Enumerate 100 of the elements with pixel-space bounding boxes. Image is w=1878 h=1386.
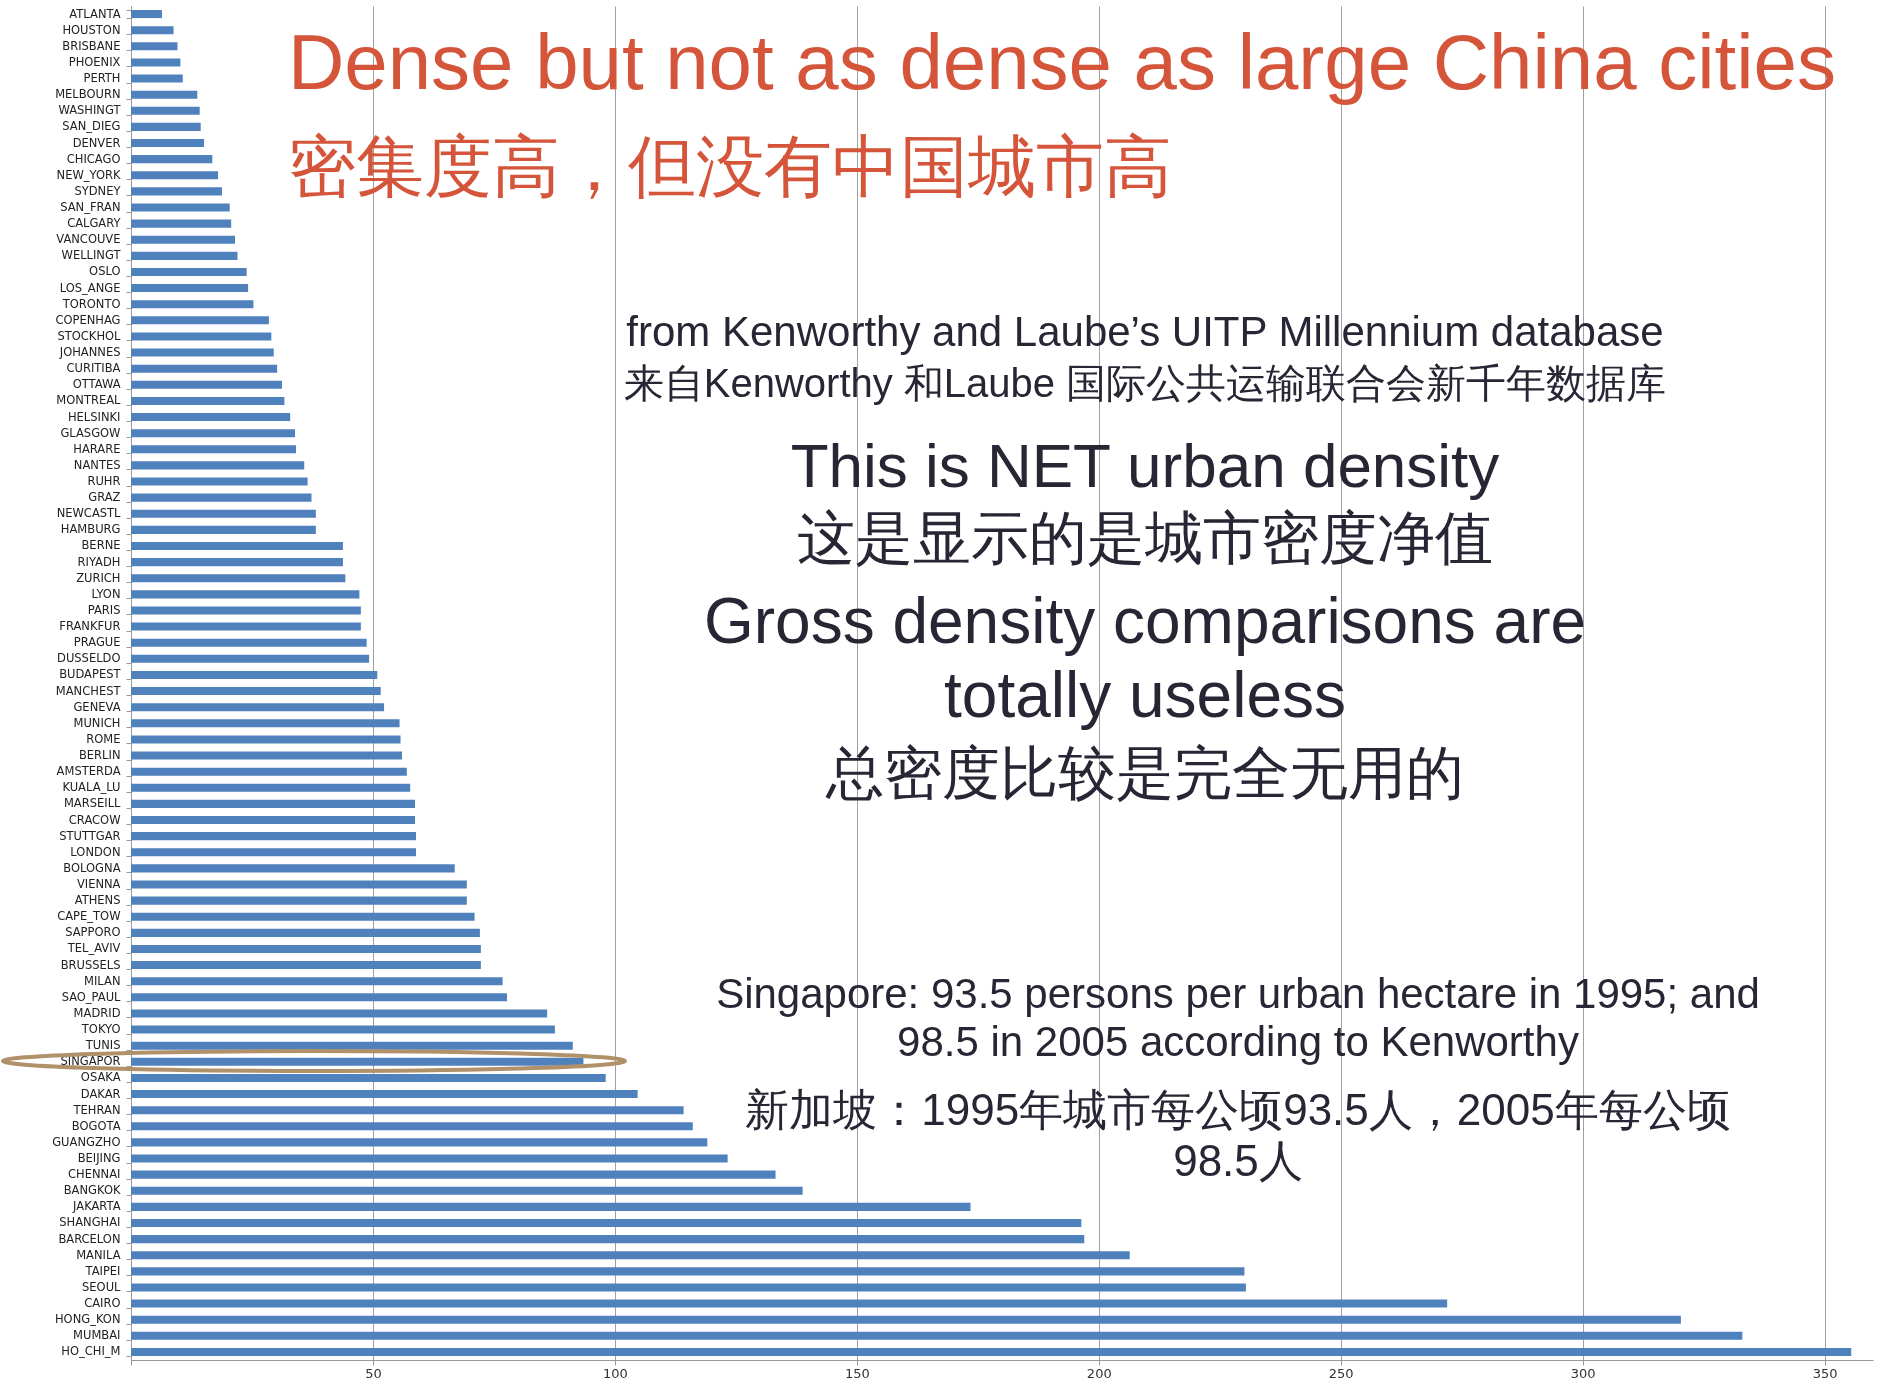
bar — [131, 1106, 684, 1115]
y-tick-label: COPENHAG — [55, 312, 121, 327]
bar — [131, 1025, 555, 1034]
y-tick-label: CAIRO — [84, 1296, 121, 1311]
y-tick-label: CHICAGO — [66, 151, 121, 166]
y-tick-label: BERLIN — [78, 748, 121, 763]
bar — [131, 10, 162, 19]
y-tick-label: MANILA — [76, 1247, 121, 1262]
bar — [131, 896, 467, 905]
y-tick-label: TUNIS — [84, 1038, 121, 1053]
y-tick-label: NEWCASTL — [56, 506, 122, 521]
y-tick-label: BERNE — [81, 538, 121, 553]
y-tick-label: CURITIBA — [66, 361, 121, 376]
bar — [131, 1138, 708, 1147]
y-tick-label: LYON — [91, 586, 121, 601]
y-tick-label: PRAGUE — [73, 635, 121, 650]
bar — [131, 316, 269, 325]
y-tick-label: ZURICH — [76, 570, 121, 585]
bar — [131, 74, 183, 83]
y-tick-label: HONG_KON — [54, 1312, 121, 1327]
y-tick-label: PARIS — [87, 602, 121, 617]
bar — [131, 799, 416, 808]
y-tick-label: CHENNAI — [68, 1167, 121, 1182]
annotation: 来自Kenworthy 和Laube 国际公共运输联合会新千年数据库 — [622, 360, 1668, 406]
x-tick-label: 250 — [1328, 1365, 1354, 1381]
y-tick-label: MILAN — [84, 973, 121, 988]
bar — [131, 654, 370, 663]
y-tick-label: TEHRAN — [72, 1102, 121, 1117]
bar — [131, 348, 274, 357]
y-tick-label: MADRID — [73, 1005, 121, 1020]
bar — [131, 429, 296, 438]
x-tick-label: 50 — [365, 1365, 382, 1381]
bar — [131, 1202, 971, 1211]
y-tick-label: VIENNA — [76, 876, 121, 891]
y-tick-label: DENVER — [72, 135, 121, 150]
bar — [131, 461, 305, 470]
y-tick-label: BOGOTA — [71, 1118, 121, 1133]
y-tick-label: LONDON — [70, 844, 121, 859]
bar — [131, 332, 272, 341]
bar — [131, 380, 282, 389]
y-tick-label: HARARE — [73, 441, 121, 456]
bar — [131, 1299, 1448, 1308]
bar — [131, 848, 417, 857]
bar — [131, 928, 480, 937]
y-tick-label: BRUSSELS — [60, 957, 121, 972]
y-tick-label: SAPPORO — [65, 925, 121, 940]
chart-title: Dense but not as dense as large China cities — [288, 18, 1836, 108]
bar — [131, 783, 411, 792]
bar — [131, 26, 174, 35]
bar — [131, 1347, 1852, 1356]
bar — [131, 638, 367, 647]
y-tick-label: BEIJING — [77, 1151, 121, 1166]
bar — [131, 606, 361, 615]
bar — [131, 219, 232, 228]
y-tick-label: SAN_DIEG — [62, 119, 121, 134]
y-tick-label: SYDNEY — [74, 183, 122, 198]
bar — [131, 1122, 693, 1131]
bar — [131, 203, 230, 212]
annotation: 总密度比较是完全无用的 — [824, 740, 1465, 807]
y-tick-label: CAPE_TOW — [57, 909, 121, 924]
bar — [131, 1154, 728, 1163]
bar — [131, 90, 198, 99]
bar — [131, 977, 503, 986]
y-tick-label: ROME — [86, 731, 121, 746]
bar — [131, 1090, 638, 1099]
y-tick-label: BOLOGNA — [63, 860, 121, 875]
bar — [131, 445, 297, 454]
bar — [131, 122, 201, 131]
annotation: 新加坡：1995年城市每公顷93.5人，2005年每公顷98.5人 — [744, 1085, 1732, 1187]
x-tick-label: 350 — [1812, 1365, 1838, 1381]
bar — [131, 880, 467, 889]
bar — [131, 284, 249, 293]
bar — [131, 477, 308, 486]
y-tick-label: MELBOURN — [55, 87, 121, 102]
y-tick-label: NEW_YORK — [56, 167, 121, 182]
bar — [131, 58, 181, 67]
y-tick-label: RUHR — [87, 474, 121, 489]
y-tick-label: SEOUL — [82, 1279, 122, 1294]
x-tick-label: 200 — [1086, 1365, 1112, 1381]
bar — [131, 1235, 1085, 1244]
annotation: This is NET urban density — [789, 430, 1501, 502]
bar — [131, 138, 205, 148]
bar — [131, 703, 385, 712]
y-tick-label: MANCHEST — [55, 683, 122, 698]
bar — [131, 1251, 1130, 1260]
bar — [131, 864, 455, 873]
y-tick-label: TEL_AVIV — [66, 941, 121, 956]
bar — [131, 413, 291, 422]
bar — [131, 525, 316, 534]
y-tick-label: HELSINKI — [67, 409, 121, 424]
bar — [131, 832, 417, 841]
bar — [131, 622, 361, 631]
x-tick-label: 300 — [1570, 1365, 1596, 1381]
y-tick-label: GENEVA — [73, 699, 121, 714]
y-tick-label: STOCKHOL — [57, 328, 122, 343]
bar — [131, 590, 360, 599]
y-tick-label: MONTREAL — [56, 393, 122, 408]
y-tick-label: MARSEILL — [63, 796, 122, 811]
bar — [131, 558, 343, 567]
annotation: Gross density comparisons are totally useless — [702, 585, 1588, 733]
